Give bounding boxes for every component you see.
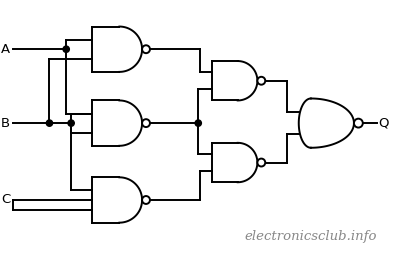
Circle shape (195, 120, 201, 126)
Circle shape (68, 120, 74, 126)
Text: electronicsclub.info: electronicsclub.info (244, 230, 377, 243)
Text: Q: Q (378, 117, 389, 130)
Text: A: A (1, 43, 10, 56)
Circle shape (258, 159, 265, 166)
Text: C: C (1, 194, 10, 206)
Circle shape (142, 196, 150, 204)
Circle shape (46, 120, 53, 126)
Circle shape (354, 119, 363, 128)
Circle shape (142, 45, 150, 53)
Circle shape (142, 119, 150, 127)
Circle shape (258, 77, 265, 85)
Text: B: B (1, 117, 10, 130)
Circle shape (63, 46, 69, 52)
